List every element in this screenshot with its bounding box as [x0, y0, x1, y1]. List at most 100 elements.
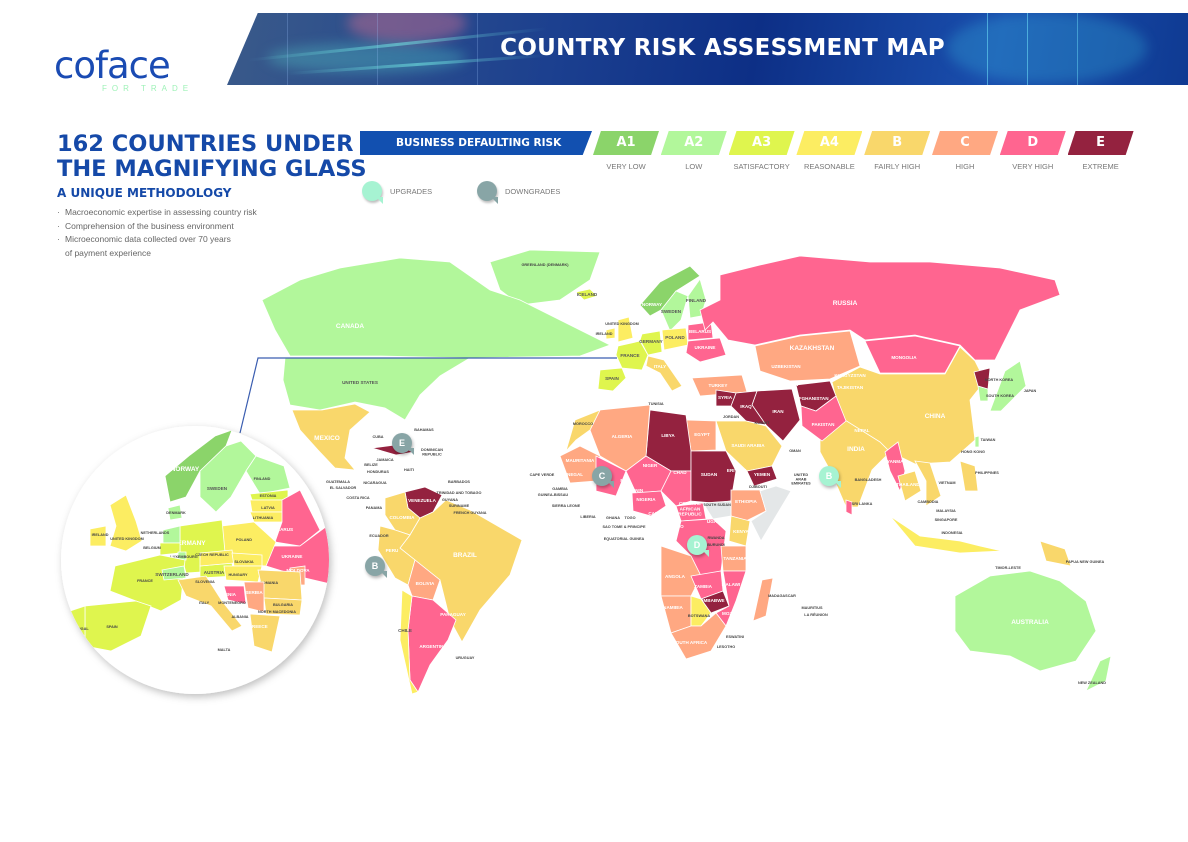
country-shape[interactable]: [161, 565, 187, 581]
country-shape[interactable]: [399, 589, 419, 695]
upgrade-marker-b[interactable]: B: [819, 466, 839, 486]
country-label: LA RÉUNION: [804, 612, 828, 617]
country-shape[interactable]: [897, 470, 922, 502]
country-label: PAPUA NEW GUINEA: [1066, 560, 1105, 564]
country-shape[interactable]: [889, 515, 1003, 554]
country-shape[interactable]: [617, 316, 634, 343]
country-shape[interactable]: [263, 597, 303, 616]
country-shape[interactable]: [752, 577, 774, 622]
country-label: URUGUAY: [456, 656, 475, 660]
country-label: ESTONIA: [260, 494, 277, 498]
country-shape[interactable]: [685, 337, 727, 363]
country-label: BELARUS: [689, 329, 711, 334]
country-label: ERITREA: [727, 468, 748, 473]
country-shape[interactable]: [223, 585, 247, 605]
country-shape[interactable]: [699, 255, 1061, 361]
country-label: BOLIVIA: [416, 581, 435, 586]
country-shape[interactable]: [167, 504, 183, 521]
country-label: MOROCCO: [573, 422, 593, 426]
country-shape[interactable]: [959, 460, 979, 492]
country-shape[interactable]: [605, 327, 616, 340]
downgrade-marker-c[interactable]: C: [592, 466, 612, 486]
country-shape[interactable]: [974, 435, 980, 448]
country-shape[interactable]: [631, 490, 667, 517]
country-label: GABON: [652, 531, 670, 536]
country-shape[interactable]: [746, 465, 778, 487]
country-label: SPAIN: [605, 376, 619, 381]
country-shape[interactable]: [159, 542, 181, 556]
country-label: GUATEMALA: [326, 480, 350, 484]
country-shape[interactable]: [282, 357, 472, 421]
downgrade-marker-b[interactable]: B: [365, 556, 385, 576]
country-label: EL SALVADOR: [330, 486, 357, 490]
country-shape[interactable]: [257, 569, 303, 601]
country-label: JORDAN: [723, 415, 739, 419]
country-shape[interactable]: [177, 575, 243, 632]
country-shape[interactable]: [715, 389, 737, 407]
country-shape[interactable]: [597, 367, 627, 392]
country-shape[interactable]: [261, 257, 612, 359]
country-label: ICELAND: [577, 292, 598, 297]
country-shape[interactable]: [864, 335, 961, 374]
country-label: ZAMBIA: [694, 584, 713, 589]
country-shape[interactable]: [690, 595, 712, 627]
country-shape[interactable]: [639, 330, 663, 356]
country-shape[interactable]: [177, 551, 187, 561]
country-label: TOGO: [624, 516, 635, 520]
country-shape[interactable]: [715, 420, 783, 472]
country-label: CAPE VERDE: [530, 473, 555, 477]
country-shape[interactable]: [973, 367, 991, 390]
country-label: SAUDI ARABIA: [731, 443, 765, 448]
country-shape[interactable]: [69, 605, 86, 647]
country-shape[interactable]: [675, 502, 707, 522]
country-shape[interactable]: [243, 581, 265, 613]
downgrade-marker-e[interactable]: E: [392, 433, 412, 453]
country-label: FRANCE: [137, 579, 153, 583]
rating-label: EXTREME: [1082, 162, 1119, 171]
country-shape[interactable]: [109, 494, 143, 552]
country-label: KAZAKHSTAN: [790, 345, 835, 352]
country-shape[interactable]: [639, 265, 701, 317]
country-shape[interactable]: [660, 290, 689, 332]
legend-title: BUSINESS DEFAULTING RISK: [360, 131, 592, 155]
country-shape[interactable]: [245, 455, 291, 495]
country-label: ITALY: [199, 601, 210, 605]
upgrade-marker-d[interactable]: D: [687, 535, 707, 555]
country-shape[interactable]: [660, 470, 692, 507]
country-label: SLOVAKIA: [234, 560, 254, 564]
country-shape[interactable]: [690, 450, 737, 504]
country-shape[interactable]: [750, 485, 792, 542]
rating-chip-b: B: [864, 131, 931, 155]
country-shape[interactable]: [249, 613, 281, 653]
country-shape[interactable]: [565, 409, 601, 452]
country-shape[interactable]: [754, 330, 861, 382]
country-shape[interactable]: [914, 460, 942, 507]
country-label: CENTRAL AFRICAN REPUBLIC: [678, 501, 702, 517]
country-shape[interactable]: [800, 395, 847, 442]
country-label: CHILE: [398, 628, 412, 633]
country-shape[interactable]: [1039, 540, 1072, 567]
country-label: LUXEMBOURG: [170, 555, 197, 559]
country-shape[interactable]: [489, 249, 601, 306]
country-label: LITHUANIA: [253, 516, 274, 520]
country-shape[interactable]: [575, 288, 598, 301]
country-shape[interactable]: [1085, 655, 1112, 692]
country-shape[interactable]: [291, 403, 371, 471]
country-label: NORTH KOREA: [985, 378, 1014, 382]
rating-label: LOW: [685, 162, 703, 171]
country-label: UNITED KINGDOM: [110, 537, 144, 541]
country-shape[interactable]: [845, 499, 853, 516]
country-label: SRI LANKA: [852, 502, 873, 506]
country-label: VIETNAM: [938, 481, 955, 485]
country-shape[interactable]: [954, 570, 1097, 672]
country-label: JAMAICA: [376, 458, 394, 462]
country-shape[interactable]: [670, 612, 727, 660]
country-shape[interactable]: [615, 340, 649, 371]
country-shape[interactable]: [989, 360, 1027, 412]
country-shape[interactable]: [89, 525, 107, 547]
legend-upgrades: UPGRADES: [362, 181, 432, 201]
banner-grid: [1077, 13, 1078, 85]
country-shape[interactable]: [819, 419, 891, 508]
country-shape[interactable]: [645, 355, 683, 392]
country-label: NORTH MACEDONIA: [258, 610, 296, 614]
